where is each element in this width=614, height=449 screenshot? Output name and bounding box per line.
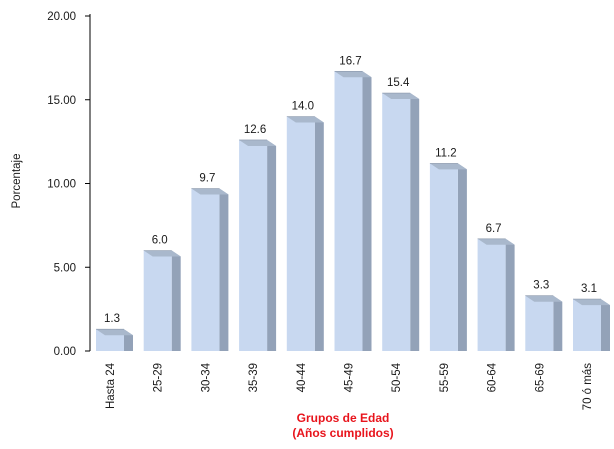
bar [334,70,372,352]
bar-value-label: 6.0 [152,235,168,247]
bar-value-label: 1.3 [104,313,120,325]
bar-top [477,238,515,245]
bar-value-label: 12.6 [244,124,266,136]
bar-front [429,163,458,351]
value-labels: 1.3 6.0 9.7 12.6 14.0 16.7 15.4 11.2 6.7 3.3 3.1 [104,55,597,325]
x-tick-label: 45-49 [344,363,356,392]
bar-top [429,163,467,170]
x-tick-label: 55-59 [439,363,451,392]
bar-front [191,188,220,351]
bar-value-label: 16.7 [339,55,361,67]
bar-top [525,295,563,302]
bar-front [525,295,554,351]
bar-front [382,93,411,352]
bar-front [239,139,268,351]
bar-side [171,250,181,351]
bar-front [286,116,315,351]
x-tick-label: 40-44 [296,362,308,392]
x-tick-label: Hasta 24 [105,362,117,409]
y-tick-label: 0.00 [54,346,76,358]
x-tick-label: 60-64 [487,362,499,392]
bar-value-label: 3.1 [581,283,597,295]
x-tick-label: 25-29 [153,363,165,392]
bar [96,328,133,351]
bar-side [362,71,372,352]
bar-front [477,238,506,351]
x-tick-label: 35-39 [248,363,260,392]
bar-top [334,71,372,78]
bar [191,188,229,351]
x-axis-label-line-1: Grupos de Edad [297,411,390,425]
x-tick-label: 50-54 [391,362,403,392]
bar-side [267,139,277,351]
y-axis-label: Porcentaje [11,154,23,209]
bar-side [505,238,515,351]
bar [239,139,277,351]
bar [143,250,181,351]
x-tick-label: 70 ó más [582,363,594,411]
bar [477,238,515,351]
bar [382,92,420,352]
bar-value-label: 3.3 [533,280,549,292]
bar-value-label: 11.2 [435,147,457,159]
bar-front [143,250,172,351]
bar-side [457,163,467,351]
bar-front [573,299,601,351]
x-tick-label: 30-34 [200,362,212,392]
bar-top [191,188,229,195]
bars [96,70,610,352]
bar-top [143,250,181,257]
bar-value-label: 6.7 [486,223,502,235]
y-tick-label: 10.00 [47,179,76,191]
bar-side [314,116,324,351]
bar-side [219,188,229,351]
y-tick-label: 5.00 [54,262,76,274]
bar-value-label: 9.7 [199,173,215,185]
bar-front [334,71,363,352]
bar-value-label: 14.0 [292,101,314,113]
bar [286,116,324,351]
bar [573,298,610,351]
x-tick-labels: Hasta 24 25-29 30-34 35-39 40-44 45-49 50-54 55… [105,362,594,410]
y-tick-label: 15.00 [47,95,76,107]
bar-side [410,93,420,352]
bar-top [96,329,133,336]
y-axis: 0.00 5.00 10.00 15.00 20.00 [47,11,91,358]
bar-top [573,299,610,306]
bar-top [382,93,420,100]
bar-side [553,295,563,351]
y-tick-label: 20.00 [47,11,76,23]
bar-side [601,299,610,351]
x-axis-label-line-2: (Años cumplidos) [292,426,393,440]
bar-top [286,116,324,123]
bar-top [239,139,277,146]
x-tick-label: 65-69 [534,363,546,392]
bar [429,163,467,351]
bar [525,295,563,351]
bar-value-label: 15.4 [387,77,410,89]
